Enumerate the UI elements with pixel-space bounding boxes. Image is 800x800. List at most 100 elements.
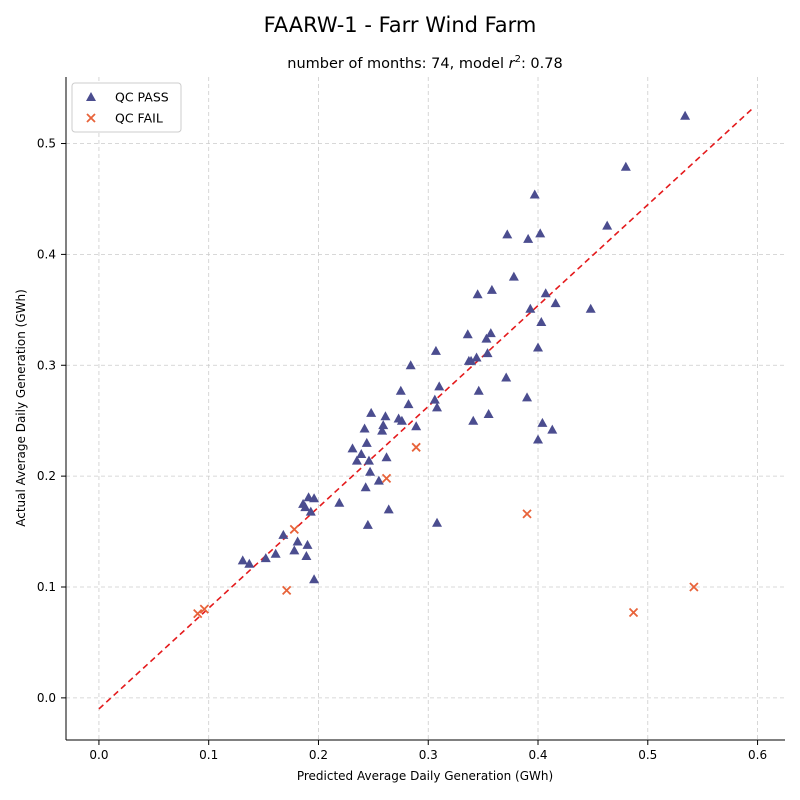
qc-pass-point bbox=[289, 545, 300, 555]
x-axis-label: Predicted Average Daily Generation (GWh) bbox=[297, 769, 553, 783]
qc-pass-point bbox=[380, 411, 391, 421]
qc-pass-point bbox=[366, 407, 377, 417]
qc-pass-point bbox=[485, 328, 496, 338]
qc-fail-point bbox=[381, 473, 392, 483]
qc-pass-point bbox=[429, 394, 440, 404]
qc-pass-point bbox=[381, 452, 392, 462]
qc-fail-point bbox=[628, 607, 639, 618]
x-tick-label: 0.5 bbox=[638, 748, 657, 762]
qc-fail-point bbox=[689, 582, 699, 592]
qc-pass-point bbox=[260, 553, 271, 563]
qc-pass-point bbox=[434, 381, 445, 391]
qc-pass-point bbox=[486, 284, 497, 294]
qc-pass-point bbox=[525, 303, 536, 313]
qc-pass-point bbox=[359, 423, 370, 433]
qc-pass-point bbox=[472, 289, 483, 299]
qc-pass-point bbox=[405, 360, 416, 370]
qc-pass-point bbox=[483, 409, 494, 419]
qc-pass-point bbox=[395, 385, 406, 395]
qc-pass-point bbox=[482, 348, 493, 358]
legend-label-qc-pass: QC PASS bbox=[115, 90, 169, 105]
qc-pass-point bbox=[533, 434, 544, 444]
qc-pass-point bbox=[361, 437, 372, 447]
qc-pass-point bbox=[301, 550, 312, 560]
qc-pass-point bbox=[466, 355, 477, 365]
qc-pass-point bbox=[547, 424, 558, 434]
qc-pass-point bbox=[309, 574, 320, 584]
qc-pass-point bbox=[360, 482, 371, 492]
legend: QC PASS QC FAIL bbox=[71, 82, 182, 133]
qc-pass-point bbox=[244, 558, 255, 568]
qc-pass-point bbox=[378, 420, 389, 430]
y-tick-label: 0.0 bbox=[37, 691, 56, 705]
x-tick-label: 0.4 bbox=[528, 748, 547, 762]
qc-pass-point bbox=[305, 506, 316, 516]
qc-pass-point bbox=[396, 415, 407, 425]
chart-suptitle: FAARW-1 - Farr Wind Farm bbox=[264, 13, 537, 37]
qc-pass-point bbox=[377, 425, 388, 435]
legend-marker-qc-pass bbox=[86, 92, 96, 101]
qc-pass-point bbox=[365, 466, 376, 476]
qc-pass-point bbox=[550, 298, 561, 308]
qc-pass-point bbox=[501, 372, 512, 382]
qc-pass-point bbox=[356, 448, 367, 458]
chart-subtitle: number of months: 74, model r2: 0.78 bbox=[287, 54, 562, 72]
qc-pass-point bbox=[383, 504, 394, 514]
qc-pass-point bbox=[373, 475, 384, 485]
fit-line-group bbox=[98, 106, 755, 710]
qc-pass-point bbox=[334, 497, 345, 507]
qc-fail-point bbox=[522, 509, 532, 519]
x-tick-label: 0.0 bbox=[89, 748, 108, 762]
qc-pass-point bbox=[411, 421, 422, 431]
qc-pass-point bbox=[300, 502, 311, 512]
qc-fail-point bbox=[411, 442, 421, 452]
qc-pass-point bbox=[473, 385, 484, 395]
y-tick-label: 0.4 bbox=[37, 247, 56, 261]
qc-fail-point bbox=[289, 524, 299, 534]
qc-pass-point bbox=[363, 455, 374, 465]
fit-line bbox=[98, 106, 755, 710]
qc-pass-point bbox=[278, 529, 289, 539]
qc-pass-point bbox=[537, 417, 548, 427]
y-axis-label: Actual Average Daily Generation (GWh) bbox=[14, 289, 28, 527]
qc-pass-point bbox=[351, 455, 362, 465]
qc-fail-point bbox=[199, 604, 209, 614]
qc-pass-point bbox=[680, 110, 691, 120]
qc-pass-point bbox=[529, 189, 540, 199]
axes bbox=[65, 77, 785, 741]
x-tick-label: 0.1 bbox=[199, 748, 218, 762]
qc-pass-point bbox=[403, 399, 414, 409]
y-tick-label: 0.2 bbox=[37, 469, 56, 483]
qc-pass-point bbox=[302, 539, 313, 549]
qc-pass-point bbox=[237, 555, 248, 565]
qc-pass-point bbox=[540, 288, 551, 298]
qc-pass-point bbox=[462, 329, 473, 339]
qc-pass-point bbox=[362, 519, 373, 529]
qc-pass-point bbox=[347, 443, 358, 453]
qc-pass-point bbox=[309, 493, 320, 503]
legend-marker-qc-fail bbox=[86, 113, 96, 123]
qc-pass-point bbox=[481, 333, 492, 343]
gridlines bbox=[66, 77, 785, 740]
x-tick-label: 0.2 bbox=[309, 748, 328, 762]
qc-pass-point bbox=[468, 415, 479, 425]
legend-label-qc-fail: QC FAIL bbox=[115, 111, 163, 126]
data-points bbox=[193, 110, 699, 619]
y-tick-label: 0.3 bbox=[37, 358, 56, 372]
x-tick-label: 0.6 bbox=[748, 748, 767, 762]
legend-box bbox=[71, 82, 182, 133]
qc-pass-point bbox=[292, 536, 303, 546]
qc-pass-point bbox=[535, 228, 546, 238]
qc-pass-point bbox=[471, 352, 482, 362]
qc-pass-point bbox=[536, 317, 547, 327]
qc-pass-point bbox=[602, 220, 613, 230]
qc-pass-point bbox=[523, 233, 534, 243]
qc-pass-point bbox=[620, 161, 631, 171]
qc-pass-point bbox=[533, 342, 544, 352]
qc-pass-point bbox=[502, 229, 513, 239]
qc-pass-point bbox=[430, 345, 441, 355]
y-tick-label: 0.1 bbox=[37, 580, 56, 594]
qc-pass-point bbox=[508, 271, 519, 281]
x-tick-label: 0.3 bbox=[419, 748, 438, 762]
